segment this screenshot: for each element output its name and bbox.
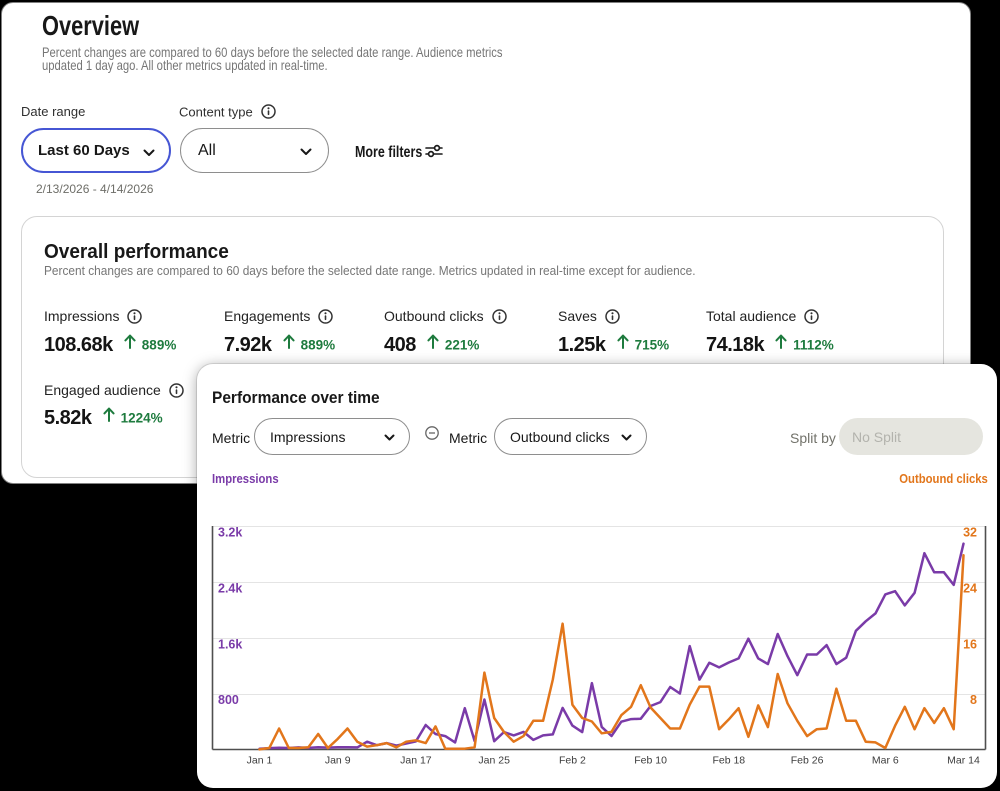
svg-text:24: 24 — [963, 581, 977, 595]
svg-text:Feb 18: Feb 18 — [712, 755, 745, 767]
svg-text:800: 800 — [218, 693, 239, 707]
svg-text:Jan 1: Jan 1 — [247, 755, 273, 767]
svg-text:1.6k: 1.6k — [218, 637, 242, 651]
svg-text:Mar 14: Mar 14 — [947, 755, 980, 767]
svg-text:16: 16 — [963, 637, 977, 651]
svg-text:32: 32 — [963, 526, 977, 540]
svg-text:2.4k: 2.4k — [218, 581, 242, 595]
svg-text:Jan 9: Jan 9 — [325, 755, 351, 767]
svg-text:Feb 26: Feb 26 — [791, 755, 824, 767]
svg-text:Feb 2: Feb 2 — [559, 755, 586, 767]
svg-text:Mar 6: Mar 6 — [872, 755, 899, 767]
svg-text:Jan 25: Jan 25 — [478, 755, 510, 767]
svg-text:8: 8 — [970, 693, 977, 707]
svg-text:3.2k: 3.2k — [218, 526, 242, 540]
svg-text:Jan 17: Jan 17 — [400, 755, 432, 767]
svg-text:Feb 10: Feb 10 — [634, 755, 667, 767]
